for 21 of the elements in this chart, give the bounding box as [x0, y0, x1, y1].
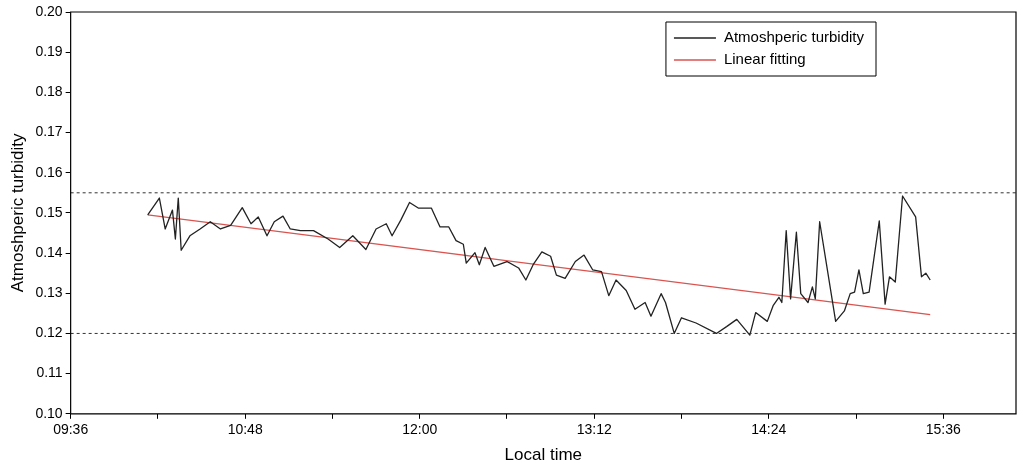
x-tick-label: 12:00 — [402, 421, 438, 438]
y-tick-label: 0.14 — [35, 243, 63, 260]
y-tick-label: 0.17 — [35, 123, 63, 140]
y-tick-label: 0.20 — [35, 2, 63, 19]
y-tick-label: 0.16 — [35, 163, 63, 180]
x-axis-title: Local time — [504, 445, 583, 465]
legend-label: Linear fitting — [723, 50, 806, 68]
y-tick-label: 0.13 — [35, 284, 63, 301]
legend-label: Atmoshperic turbidity — [723, 28, 865, 46]
y-tick-label: 0.12 — [35, 324, 63, 341]
y-tick-label: 0.19 — [35, 43, 63, 60]
y-tick-label: 0.18 — [35, 83, 63, 100]
y-tick-label: 0.15 — [35, 203, 63, 220]
x-tick-label: 13:12 — [576, 421, 612, 438]
x-tick-label: 09:36 — [53, 421, 89, 438]
x-tick-label: 15:36 — [925, 421, 962, 438]
x-tick-label: 14:24 — [751, 421, 787, 438]
y-tick-label: 0.10 — [35, 404, 63, 421]
y-axis-title: Atmoshperic turbidity — [7, 133, 27, 293]
x-tick-label: 10:48 — [227, 421, 263, 438]
y-tick-label: 0.11 — [36, 364, 63, 381]
